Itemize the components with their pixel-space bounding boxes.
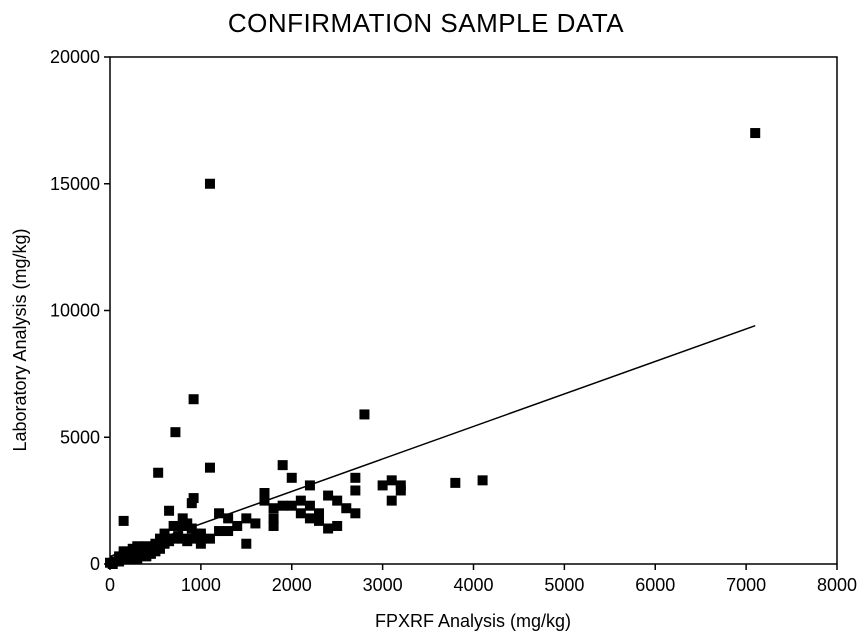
data-point <box>188 493 199 504</box>
x-tick-label: 6000 <box>635 575 675 595</box>
x-tick-label: 4000 <box>453 575 493 595</box>
y-tick-label: 10000 <box>50 301 100 321</box>
data-point <box>295 508 306 519</box>
y-tick-label: 5000 <box>60 427 100 447</box>
data-point <box>188 394 199 405</box>
data-point <box>186 523 197 534</box>
y-axis-ticks: 0 5000 10000 15000 20000 <box>50 47 110 574</box>
data-point <box>177 513 188 524</box>
data-point <box>159 528 170 539</box>
x-tick-label: 2000 <box>272 575 312 595</box>
data-point <box>286 472 297 483</box>
data-point <box>168 520 179 531</box>
data-point <box>332 520 343 531</box>
data-point <box>159 538 170 549</box>
data-point <box>304 513 315 524</box>
data-point <box>241 538 252 549</box>
data-point <box>204 462 215 473</box>
data-point <box>295 495 306 506</box>
data-point <box>195 531 206 542</box>
data-point <box>223 513 234 524</box>
plot-frame <box>109 56 838 565</box>
data-point <box>323 490 334 501</box>
data-point <box>232 520 243 531</box>
data-point <box>314 515 325 526</box>
data-point <box>164 505 175 516</box>
data-point <box>105 557 115 568</box>
data-point <box>141 541 152 552</box>
regression-line <box>109 325 756 558</box>
chart-title: CONFIRMATION SAMPLE DATA <box>228 8 624 38</box>
data-points <box>105 128 761 569</box>
data-point <box>359 409 370 420</box>
data-point <box>268 513 279 524</box>
data-point <box>250 518 261 529</box>
data-point <box>314 508 325 519</box>
x-tick-label: 8000 <box>817 575 857 595</box>
x-tick-label: 3000 <box>363 575 403 595</box>
data-point <box>386 495 397 506</box>
data-point <box>182 518 193 529</box>
data-point <box>450 477 461 488</box>
data-point <box>377 480 388 491</box>
data-point <box>114 551 125 562</box>
data-point <box>341 503 352 514</box>
data-point <box>241 513 252 524</box>
data-point <box>350 472 361 483</box>
data-point <box>268 503 279 514</box>
data-point <box>118 515 129 526</box>
data-point <box>286 500 297 511</box>
data-point <box>268 520 279 531</box>
x-axis-ticks: 0 1000 2000 3000 4000 5000 6000 7000 8000 <box>105 564 857 595</box>
data-point <box>386 475 397 486</box>
data-point <box>277 500 288 511</box>
x-axis-label: FPXRF Analysis (mg/kg) <box>375 611 571 631</box>
data-point <box>141 551 152 562</box>
data-point <box>350 508 361 519</box>
data-point <box>153 467 164 478</box>
data-point <box>170 427 181 438</box>
data-point <box>750 128 761 139</box>
data-point <box>214 526 225 537</box>
y-tick-label: 0 <box>90 554 100 574</box>
data-point <box>277 460 288 471</box>
data-point <box>477 475 488 486</box>
data-point <box>204 178 215 189</box>
x-tick-label: 5000 <box>544 575 584 595</box>
x-tick-label: 0 <box>105 575 115 595</box>
y-axis-label: Laboratory Analysis (mg/kg) <box>10 228 30 451</box>
data-point <box>204 533 215 544</box>
data-point <box>259 488 270 499</box>
data-point <box>150 538 161 549</box>
y-tick-label: 20000 <box>50 47 100 67</box>
data-point <box>395 480 406 491</box>
data-point <box>304 500 315 511</box>
data-point <box>214 508 225 519</box>
data-point <box>186 498 197 509</box>
data-point <box>323 523 334 534</box>
data-point <box>350 485 361 496</box>
data-point <box>332 495 343 506</box>
x-tick-label: 7000 <box>726 575 766 595</box>
data-point <box>395 485 406 496</box>
y-tick-label: 15000 <box>50 174 100 194</box>
data-point <box>195 538 206 549</box>
data-point <box>223 526 234 537</box>
x-tick-label: 1000 <box>181 575 221 595</box>
